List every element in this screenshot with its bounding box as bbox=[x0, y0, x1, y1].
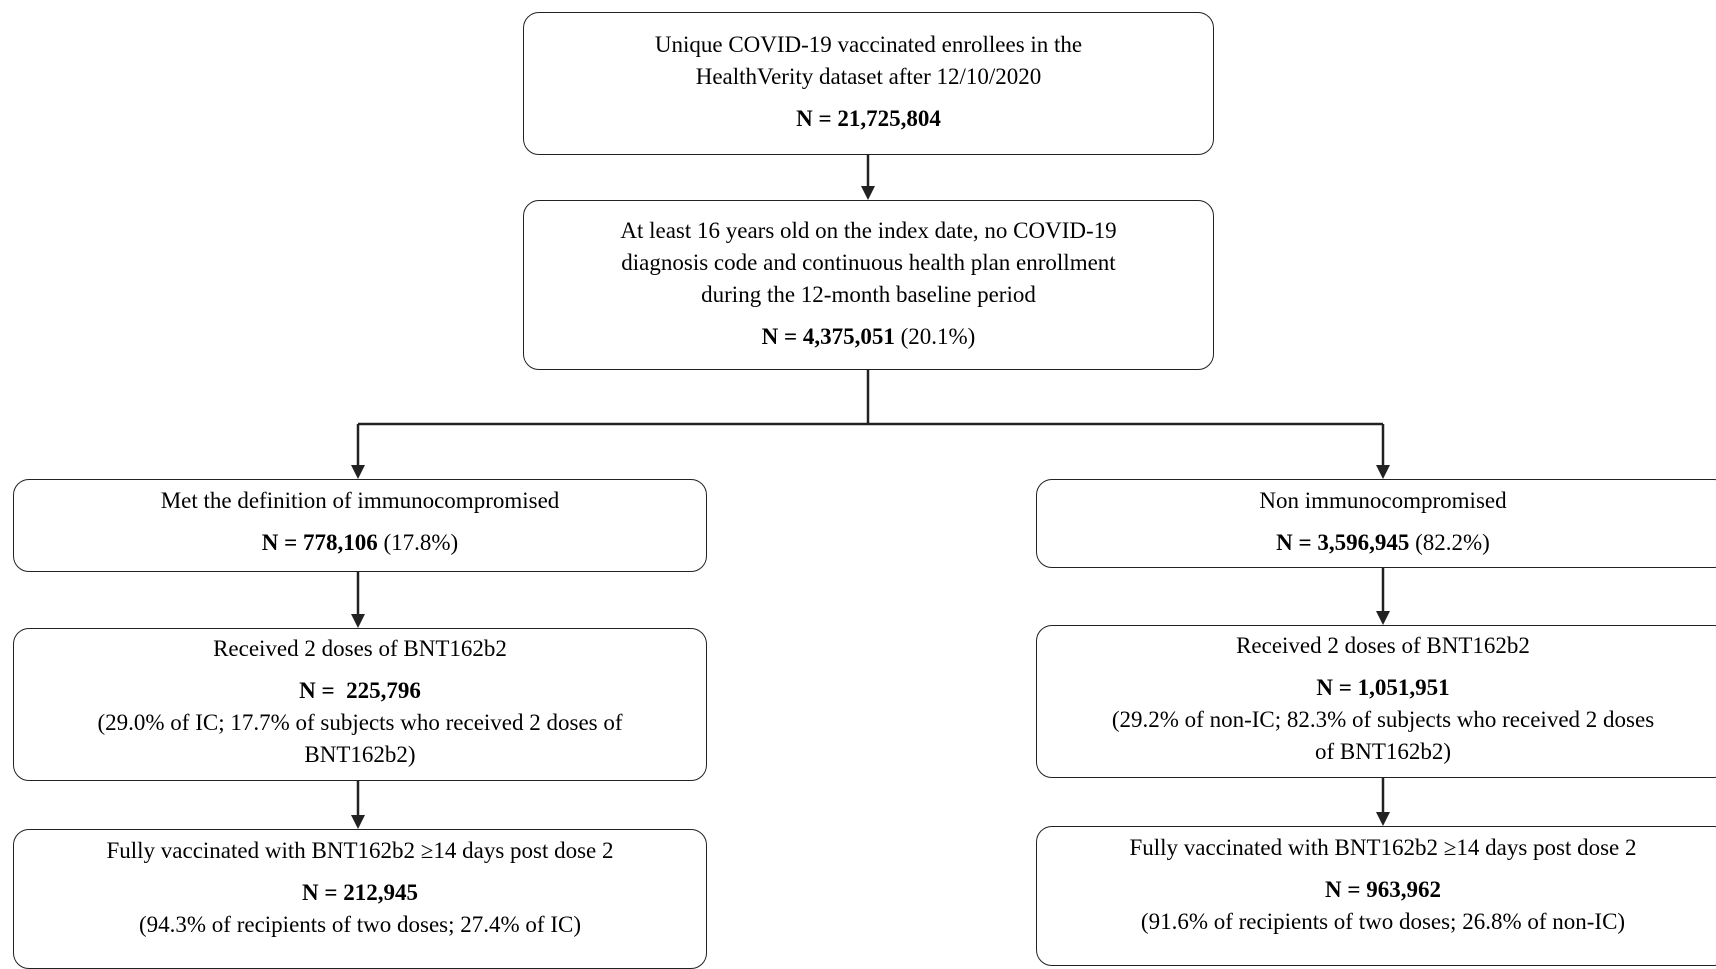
box-immunocompromised-label: Met the definition of immunocompromised bbox=[160, 488, 560, 513]
box-eligible-count: N = 4,375,051 bbox=[761, 324, 895, 349]
box-nonic-two-doses-detail2: of BNT162b2) bbox=[1314, 739, 1452, 764]
arrowhead-eligible bbox=[861, 186, 875, 200]
box-all-vaccinated-line1: Unique COVID-19 vaccinated enrollees in … bbox=[654, 32, 1083, 57]
box-nonic-two-doses: Received 2 doses of BNT162b2 N = 1,051,9… bbox=[1036, 625, 1716, 778]
box-all-vaccinated-count: N = 21,725,804 bbox=[796, 106, 941, 131]
box-non-immunocompromised-percent: (82.2%) bbox=[1409, 530, 1490, 555]
box-nonic-two-doses-label: Received 2 doses of BNT162b2 bbox=[1236, 633, 1530, 658]
box-ic-two-doses-detail1: (29.0% of IC; 17.7% of subjects who rece… bbox=[97, 710, 623, 735]
arrowhead-nonic-2dose bbox=[1376, 611, 1390, 625]
box-nonic-fully-vaccinated-count: N = 963,962 bbox=[1325, 877, 1441, 902]
box-eligible-line3: during the 12-month baseline period bbox=[701, 282, 1036, 307]
box-immunocompromised-count-line: N = 778,106 (17.8%) bbox=[14, 527, 706, 559]
arrowhead-ic bbox=[351, 465, 365, 479]
box-eligible-line1: At least 16 years old on the index date,… bbox=[620, 218, 1117, 243]
box-non-immunocompromised-count-line: N = 3,596,945 (82.2%) bbox=[1037, 527, 1716, 559]
box-ic-two-doses-detail2: BNT162b2) bbox=[304, 742, 416, 767]
arrowhead-ic-full bbox=[351, 815, 365, 829]
box-ic-two-doses: Received 2 doses of BNT162b2 N = 225,796… bbox=[13, 628, 707, 781]
box-eligible-line2: diagnosis code and continuous health pla… bbox=[621, 250, 1116, 275]
box-nonic-fully-vaccinated: Fully vaccinated with BNT162b2 ≥14 days … bbox=[1036, 826, 1716, 966]
box-eligible-percent: (20.1%) bbox=[894, 324, 976, 349]
box-immunocompromised-percent: (17.8%) bbox=[377, 530, 459, 555]
box-nonic-fully-vaccinated-label: Fully vaccinated with BNT162b2 ≥14 days … bbox=[1129, 835, 1637, 860]
arrowhead-nonic bbox=[1376, 465, 1390, 479]
box-immunocompromised-count: N = 778,106 bbox=[261, 530, 378, 555]
box-all-vaccinated-line2: HealthVerity dataset after 12/10/2020 bbox=[695, 64, 1042, 89]
box-eligible-count-line: N = 4,375,051 (20.1%) bbox=[524, 321, 1213, 353]
box-immunocompromised: Met the definition of immunocompromised … bbox=[13, 479, 707, 572]
box-ic-fully-vaccinated-label: Fully vaccinated with BNT162b2 ≥14 days … bbox=[106, 838, 614, 863]
box-ic-fully-vaccinated-detail: (94.3% of recipients of two doses; 27.4%… bbox=[138, 912, 582, 937]
box-nonic-two-doses-detail1: (29.2% of non-IC; 82.3% of subjects who … bbox=[1111, 707, 1655, 732]
box-ic-fully-vaccinated-count: N = 212,945 bbox=[302, 880, 418, 905]
box-ic-two-doses-count: N = 225,796 bbox=[299, 678, 421, 703]
box-non-immunocompromised-label: Non immunocompromised bbox=[1259, 488, 1507, 513]
box-eligible: At least 16 years old on the index date,… bbox=[523, 200, 1214, 370]
box-non-immunocompromised-count: N = 3,596,945 bbox=[1276, 530, 1410, 555]
box-nonic-fully-vaccinated-detail: (91.6% of recipients of two doses; 26.8%… bbox=[1140, 909, 1626, 934]
arrowhead-ic-2dose bbox=[351, 614, 365, 628]
box-ic-fully-vaccinated: Fully vaccinated with BNT162b2 ≥14 days … bbox=[13, 829, 707, 969]
box-ic-two-doses-label: Received 2 doses of BNT162b2 bbox=[213, 636, 507, 661]
box-nonic-two-doses-count: N = 1,051,951 bbox=[1316, 675, 1450, 700]
box-all-vaccinated: Unique COVID-19 vaccinated enrollees in … bbox=[523, 12, 1214, 155]
box-non-immunocompromised: Non immunocompromised N = 3,596,945 (82.… bbox=[1036, 479, 1716, 568]
arrowhead-nonic-full bbox=[1376, 812, 1390, 826]
